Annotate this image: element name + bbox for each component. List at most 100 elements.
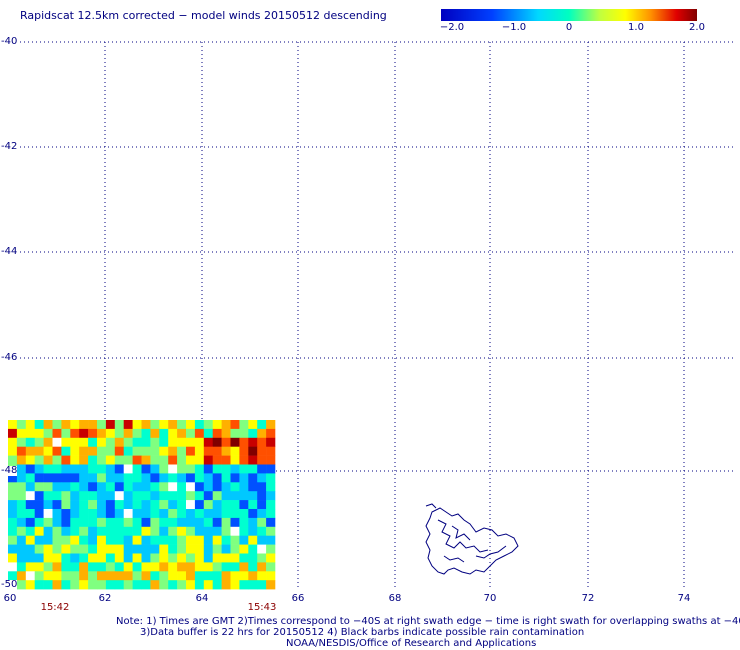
swath-cell <box>8 455 18 465</box>
swath-cell <box>141 491 151 501</box>
swath-cell <box>150 526 160 536</box>
swath-cell <box>97 517 107 528</box>
swath-cell <box>186 420 196 430</box>
swath-cell <box>194 535 205 545</box>
grid-lines <box>8 41 735 588</box>
swath-cell <box>123 446 133 456</box>
swath-cell <box>221 473 231 483</box>
swath-cell <box>230 553 240 563</box>
swath-cell <box>8 482 18 492</box>
swath-cell <box>25 473 35 483</box>
swath-cell <box>150 571 160 581</box>
swath-cell <box>194 544 205 554</box>
swath-cell <box>186 580 196 590</box>
swath-cell <box>257 455 267 465</box>
swath-cell <box>141 500 151 510</box>
swath-cell <box>230 464 240 474</box>
swath-cell <box>43 544 53 554</box>
swath-cell <box>159 526 169 536</box>
swath-cell <box>239 473 249 483</box>
lat-tick-46: -46 <box>1 352 18 363</box>
swath-cell <box>212 464 222 474</box>
swath-cell <box>212 446 222 456</box>
swath-cell <box>168 571 178 581</box>
lat-tick-50: -50 <box>1 579 18 590</box>
swath-cell <box>248 437 258 447</box>
swath-cell <box>105 428 116 439</box>
swath-cell <box>257 464 267 474</box>
swath-cell <box>230 446 240 456</box>
swath-cell <box>70 437 80 447</box>
swath-cell <box>212 482 222 492</box>
swath-cell <box>25 544 35 554</box>
swath-cell <box>141 544 151 554</box>
swath-cell <box>257 544 267 554</box>
swath-cell <box>239 420 249 430</box>
swath-cell <box>25 500 35 510</box>
swath-cell <box>159 562 169 572</box>
swath-cell <box>177 562 187 572</box>
swath-cell <box>230 482 240 492</box>
swath-cell <box>194 464 205 474</box>
swath-cell <box>70 580 80 590</box>
swath-cell <box>203 473 213 483</box>
lon-tick-68: 68 <box>388 593 402 604</box>
swath-cell <box>114 553 124 563</box>
swath-cell <box>61 526 71 536</box>
swath-cell <box>132 526 142 536</box>
swath-cell <box>132 500 142 510</box>
swath-cell <box>150 428 160 439</box>
swath-cell <box>79 535 89 545</box>
swath-cell <box>123 464 133 474</box>
swath-cell <box>79 517 89 528</box>
swath-cell <box>194 526 205 536</box>
swath-cell <box>88 473 98 483</box>
swath-cell <box>88 464 98 474</box>
swath-cell <box>79 446 89 456</box>
swath-cell <box>221 464 231 474</box>
colorbar <box>441 9 697 21</box>
swath-cell <box>123 517 133 528</box>
swath-cell <box>266 428 276 439</box>
swath-cell <box>114 464 124 474</box>
swath-cell <box>257 482 267 492</box>
swath-cell <box>52 571 62 581</box>
swath-cell <box>16 464 27 474</box>
swath-cell <box>141 473 151 483</box>
swath-cell <box>248 482 258 492</box>
swath-cell <box>194 571 205 581</box>
swath-cell <box>257 473 267 483</box>
swath-cell <box>177 509 187 519</box>
swath-cell <box>221 517 231 528</box>
swath-cell <box>266 526 276 536</box>
colorbar-label-zero: 0 <box>565 22 573 33</box>
swath-cell <box>159 553 169 563</box>
swath-cell <box>266 482 276 492</box>
swath-cell <box>194 517 205 528</box>
swath-cell <box>132 535 142 545</box>
swath-cell <box>25 562 35 572</box>
swath-cell <box>105 571 116 581</box>
swath-cell <box>43 535 53 545</box>
swath-cell <box>52 455 62 465</box>
swath-cell <box>248 464 258 474</box>
swath-cell <box>79 544 89 554</box>
swath-cell <box>43 464 53 474</box>
swath-cell <box>97 464 107 474</box>
swath-cell <box>230 420 240 430</box>
swath-cell <box>123 455 133 465</box>
swath-cell <box>25 535 35 545</box>
swath-cell <box>34 420 44 430</box>
swath-cell <box>25 517 35 528</box>
swath-cell <box>25 580 35 590</box>
swath-cell <box>43 491 53 501</box>
swath-cell <box>16 562 27 572</box>
swath-cell <box>16 491 27 501</box>
swath-cell <box>8 473 18 483</box>
swath-cell <box>52 446 62 456</box>
swath-cell <box>266 509 276 519</box>
colorbar-label-neg1: −1.0 <box>501 22 527 33</box>
swath-cell <box>70 428 80 439</box>
swath-cell <box>79 482 89 492</box>
swath-cell <box>141 446 151 456</box>
